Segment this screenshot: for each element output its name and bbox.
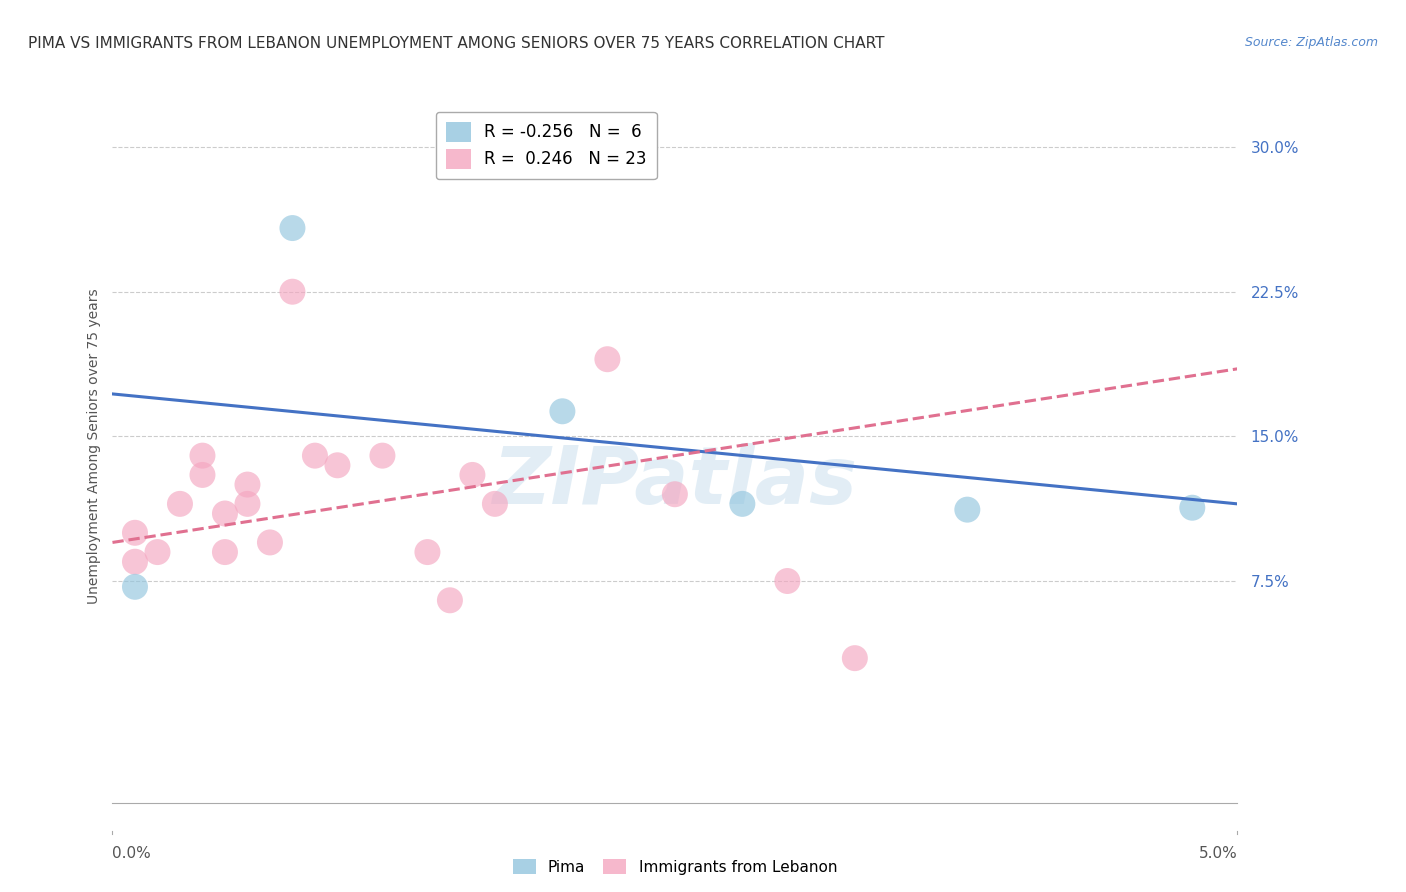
Point <box>731 497 754 511</box>
Point <box>1181 500 1204 515</box>
Point <box>776 574 799 588</box>
Point <box>484 497 506 511</box>
Point <box>236 477 259 491</box>
Point <box>461 467 484 482</box>
Point <box>146 545 169 559</box>
Point <box>169 497 191 511</box>
Point <box>304 449 326 463</box>
Point <box>551 404 574 418</box>
Point <box>281 221 304 235</box>
Point <box>191 467 214 482</box>
Legend: Pima, Immigrants from Lebanon: Pima, Immigrants from Lebanon <box>506 853 844 880</box>
Point <box>124 580 146 594</box>
Point <box>326 458 349 473</box>
Point <box>259 535 281 549</box>
Point <box>214 545 236 559</box>
Point <box>236 497 259 511</box>
Point <box>664 487 686 501</box>
Text: 5.0%: 5.0% <box>1198 846 1237 861</box>
Point <box>371 449 394 463</box>
Point <box>439 593 461 607</box>
Y-axis label: Unemployment Among Seniors over 75 years: Unemployment Among Seniors over 75 years <box>87 288 101 604</box>
Text: ZIPatlas: ZIPatlas <box>492 442 858 521</box>
Text: PIMA VS IMMIGRANTS FROM LEBANON UNEMPLOYMENT AMONG SENIORS OVER 75 YEARS CORRELA: PIMA VS IMMIGRANTS FROM LEBANON UNEMPLOY… <box>28 36 884 51</box>
Point <box>416 545 439 559</box>
Point <box>124 525 146 540</box>
Point <box>956 502 979 516</box>
Point <box>124 555 146 569</box>
Point <box>596 352 619 367</box>
Point <box>191 449 214 463</box>
Text: Source: ZipAtlas.com: Source: ZipAtlas.com <box>1244 36 1378 49</box>
Point <box>281 285 304 299</box>
Point <box>214 507 236 521</box>
Text: 0.0%: 0.0% <box>112 846 152 861</box>
Point <box>844 651 866 665</box>
